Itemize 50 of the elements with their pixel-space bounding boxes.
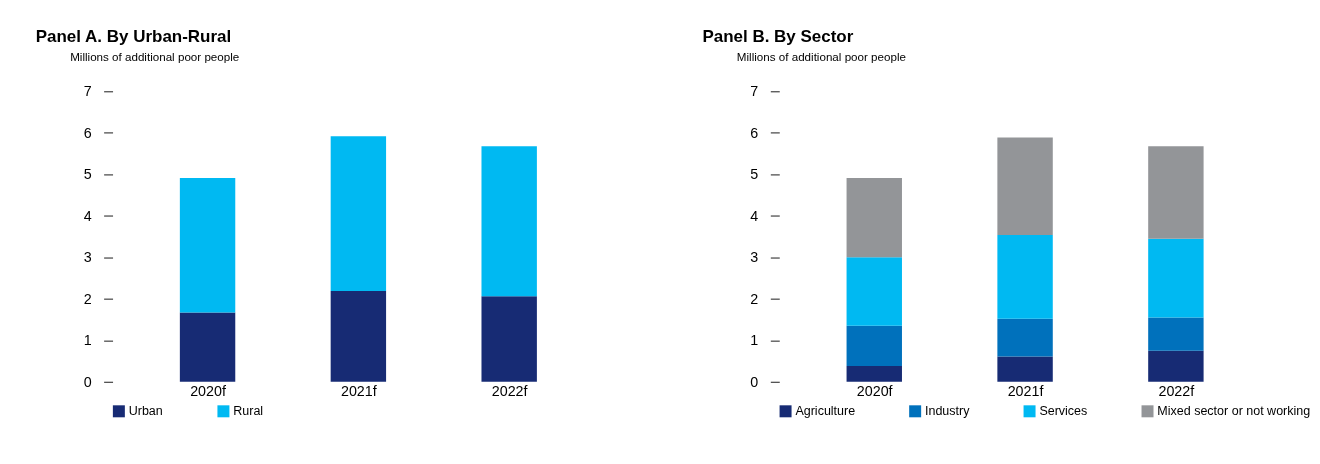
y-tick-label: 7 — [750, 83, 759, 100]
y-axis-title: Millions of additional poor people — [736, 49, 906, 63]
bar — [481, 146, 537, 297]
y-tick-label: 4 — [750, 207, 759, 224]
bar — [997, 137, 1053, 235]
legend-label: Agriculture — [795, 403, 856, 418]
bar — [1148, 146, 1204, 239]
bar — [997, 234, 1053, 319]
y-tick-label: 6 — [750, 124, 759, 141]
legend-label: Rural — [233, 403, 264, 418]
bar — [330, 136, 387, 291]
bar — [1148, 317, 1204, 351]
y-tick-label: 7 — [83, 83, 92, 100]
y-tick-label: 3 — [750, 249, 759, 266]
chart-title: Panel B. By Sector — [702, 27, 854, 47]
bar — [1148, 350, 1204, 382]
y-tick-label: 2 — [83, 290, 92, 307]
x-tick-label: 2021f — [340, 382, 377, 399]
bar — [481, 296, 537, 382]
y-tick-label: 0 — [750, 373, 759, 390]
y-tick-label: 0 — [83, 373, 92, 390]
legend-label: Services — [1039, 403, 1088, 418]
bar — [997, 318, 1053, 357]
y-tick-label: 5 — [750, 166, 759, 183]
y-tick-label: 5 — [83, 166, 92, 183]
bar — [846, 178, 902, 258]
bar — [846, 366, 902, 382]
x-tick-label: 2020f — [856, 382, 893, 399]
bar — [997, 356, 1053, 382]
bar — [179, 312, 236, 382]
bar — [1148, 238, 1204, 318]
y-tick-label: 3 — [83, 249, 92, 266]
bar — [846, 325, 902, 367]
legend-label: Industry — [924, 403, 971, 418]
y-axis-title: Millions of additional poor people — [70, 49, 240, 63]
y-tick-label: 1 — [83, 332, 92, 349]
bar — [179, 178, 236, 313]
y-tick-label: 4 — [83, 207, 92, 224]
y-tick-label: 6 — [83, 124, 92, 141]
chart-title: Panel A. By Urban-Rural — [35, 27, 232, 47]
bar — [846, 257, 902, 326]
x-tick-label: 2021f — [1007, 382, 1044, 399]
y-tick-label: 1 — [750, 332, 759, 349]
bar — [330, 290, 387, 382]
x-tick-label: 2022f — [1158, 382, 1195, 399]
x-tick-label: 2020f — [190, 382, 226, 399]
x-tick-label: 2022f — [491, 382, 528, 399]
y-tick-label: 2 — [750, 290, 759, 307]
legend-label: Urban — [128, 403, 163, 418]
legend-label: Mixed sector or not working — [1157, 403, 1311, 418]
